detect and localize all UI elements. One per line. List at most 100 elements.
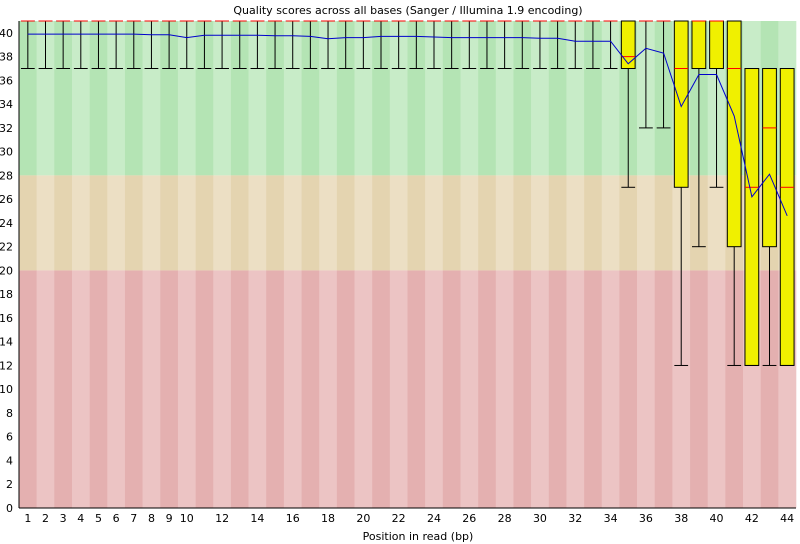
x-tick-label: 9 [166,512,173,525]
iqr-box [762,68,777,248]
quality-band-0-stripe [195,21,214,176]
y-tick-label: 16 [0,312,13,325]
iqr-box [691,20,707,70]
x-tick-label: 22 [392,512,406,525]
quality-band-0-stripe [266,21,285,176]
y-tick-label: 32 [0,122,13,135]
quality-band-0-stripe [336,21,355,176]
quality-band-2-stripe [584,270,603,508]
x-tick-label: 18 [321,512,335,525]
x-tick-label: 10 [180,512,194,525]
quality-band-0-stripe [478,21,497,176]
quality-band-1-stripe [601,175,620,271]
y-tick-label: 34 [0,98,13,111]
quality-band-2-stripe [71,270,90,508]
quality-band-2-stripe [531,270,550,508]
position-5-box [91,20,106,70]
position-9-box [162,20,176,70]
x-tick-label: 7 [130,512,137,525]
quality-band-1-stripe [531,175,550,271]
y-tick-label: 12 [0,359,13,372]
x-tick-label: 1 [24,512,31,525]
y-tick-label: 22 [0,241,13,254]
quality-band-0-stripe [513,21,532,176]
x-tick-label: 42 [745,512,759,525]
position-44-box [779,68,795,366]
quality-band-2-stripe [672,270,691,508]
x-tick-label: 20 [356,512,370,525]
quality-band-0-stripe [584,21,603,176]
y-tick-label: 38 [0,51,13,64]
quality-band-0-stripe [124,21,143,176]
quality-band-1-stripe [266,175,285,271]
quality-band-1-stripe [389,175,408,271]
quality-band-0-stripe [54,21,73,176]
quality-band-0-stripe [177,21,196,176]
quality-band-2-stripe [654,270,673,508]
x-tick-label: 4 [77,512,84,525]
quality-band-1-stripe [71,175,90,271]
quality-band-0-stripe [354,21,373,176]
y-tick-label: 40 [0,27,13,40]
quality-band-2-stripe [230,270,249,508]
quality-band-2-stripe [566,270,585,508]
y-tick-label: 14 [0,336,13,349]
iqr-box [673,20,689,188]
quality-band-1-stripe [283,175,302,271]
quality-band-2-stripe [354,270,373,508]
quality-band-0-stripe [160,21,179,176]
quality-band-0-stripe [548,21,567,176]
quality-band-2-stripe [460,270,479,508]
position-35-box [620,20,636,188]
quality-band-2-stripe [36,270,55,508]
x-tick-label: 30 [533,512,547,525]
position-12-box [215,20,229,70]
x-tick-label: 3 [60,512,67,525]
iqr-box [744,68,760,366]
quality-band-1-stripe [637,175,656,271]
position-26-box [462,20,477,70]
quality-band-0-stripe [142,21,161,176]
y-tick-label: 10 [0,383,13,396]
position-33-box [586,20,600,70]
iqr-box [779,68,795,366]
quality-band-2-stripe [548,270,567,508]
quality-band-2-stripe [19,270,37,508]
x-tick-label: 36 [639,512,653,525]
position-2-box [38,20,53,70]
quality-band-2-stripe [690,270,709,508]
quality-band-1-stripe [54,175,73,271]
quality-band-2-stripe [425,270,444,508]
quality-band-1-stripe [336,175,355,271]
position-19-box [338,20,353,70]
position-37-box [656,20,671,129]
quality-band-2-stripe [160,270,179,508]
y-tick-label: 2 [6,478,13,491]
position-25-box [444,20,459,70]
x-axis-label: Position in read (bp) [363,530,474,543]
iqr-box [620,20,636,70]
quality-band-1-stripe [248,175,267,271]
quality-band-2-stripe [213,270,232,508]
position-31-box [550,20,565,70]
quality-band-1-stripe [19,175,37,271]
quality-band-0-stripe [213,21,232,176]
y-tick-label: 20 [0,264,13,277]
position-13-box [232,20,247,70]
position-18-box [321,20,335,70]
y-tick-label: 36 [0,74,13,87]
quality-band-0-stripe [36,21,55,176]
position-42-box [744,68,760,366]
quality-band-2-stripe [725,270,744,508]
quality-band-1-stripe [230,175,249,271]
y-tick-label: 26 [0,193,13,206]
position-8-box [144,20,159,70]
quality-band-2-stripe [513,270,532,508]
x-tick-label: 26 [462,512,476,525]
position-1-box [20,20,35,70]
x-tick-labels: 1 2 3 4 5 6 7 8 9 10 12 14 16 18 20 22 24 26 28 30 32 34 36 38 4… [24,512,794,525]
position-38-box [673,20,689,366]
position-32-box [568,20,583,70]
